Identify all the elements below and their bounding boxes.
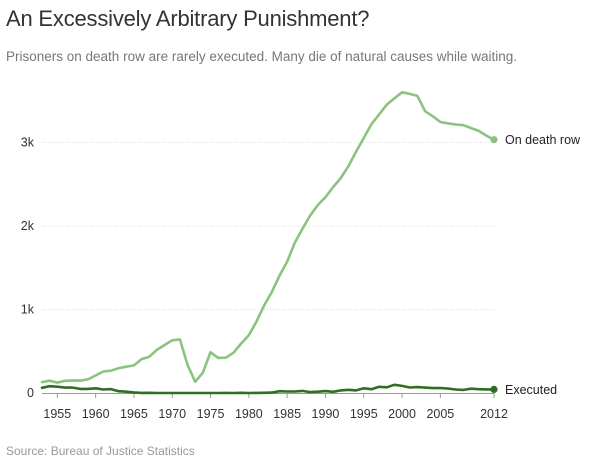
executed-line bbox=[40, 383, 496, 395]
x-tick-label: 1965 bbox=[120, 407, 148, 421]
on-death-row-label: On death row bbox=[505, 133, 581, 147]
y-tick-label: 2k bbox=[21, 219, 35, 233]
x-tick-label: 1975 bbox=[197, 407, 225, 421]
gridlines bbox=[42, 141, 494, 310]
x-tick-label: 2012 bbox=[480, 407, 508, 421]
x-tick-label: 2005 bbox=[426, 407, 454, 421]
y-tick-label: 1k bbox=[21, 302, 35, 316]
chart-subtitle: Prisoners on death row are rarely execut… bbox=[6, 49, 518, 64]
chart-title: An Excessively Arbitrary Punishment? bbox=[6, 6, 370, 31]
on-death-row-end-point bbox=[490, 136, 498, 144]
x-tick-label: 2000 bbox=[388, 407, 416, 421]
x-axis: 1955 1960 1965 1970 1975 1980 1985 1990 1995 2000… bbox=[42, 393, 508, 421]
line-chart: 0 1k 2k 3k 1955 1960 1965 1970 1975 1980 1985 1990… bbox=[21, 91, 581, 421]
executed-end-point bbox=[490, 385, 498, 394]
x-tick-label: 1995 bbox=[350, 407, 378, 421]
series-points bbox=[490, 136, 498, 394]
executed-label: Executed bbox=[505, 383, 557, 397]
series-lines bbox=[40, 91, 496, 395]
y-tick-label: 3k bbox=[21, 135, 35, 149]
on-death-row-line bbox=[40, 91, 496, 384]
y-axis-labels: 0 1k 2k 3k bbox=[21, 135, 35, 400]
y-tick-label: 0 bbox=[27, 386, 34, 400]
x-tick-label: 1985 bbox=[273, 407, 301, 421]
x-tick-label: 1980 bbox=[235, 407, 263, 421]
end-labels: On death row Executed bbox=[505, 133, 581, 397]
x-tick-label: 1990 bbox=[312, 407, 340, 421]
x-tick-label: 1955 bbox=[43, 407, 71, 421]
source-note: Source: Bureau of Justice Statistics bbox=[6, 444, 195, 458]
x-tick-label: 1960 bbox=[82, 407, 110, 421]
x-tick-label: 1970 bbox=[158, 407, 186, 421]
